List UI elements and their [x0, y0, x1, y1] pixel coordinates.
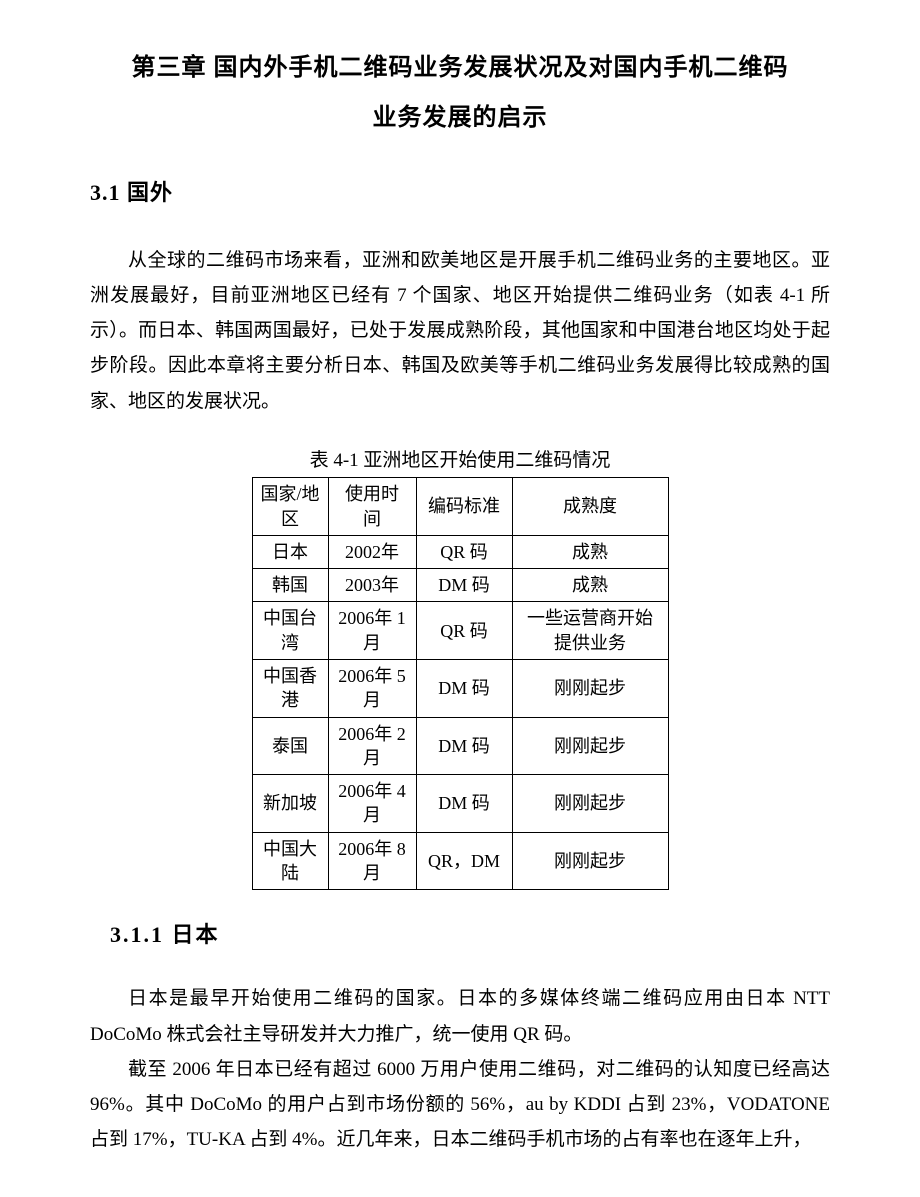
cell-region: 泰国: [252, 717, 328, 775]
section-3-1-1-body: 日本是最早开始使用二维码的国家。日本的多媒体终端二维码应用由日本 NTT DoC…: [90, 981, 830, 1157]
section-3-1-body: 从全球的二维码市场来看，亚洲和欧美地区是开展手机二维码业务的主要地区。亚洲发展最…: [90, 243, 830, 419]
cell-region: 日本: [252, 535, 328, 568]
section-3-1-1-para1: 日本是最早开始使用二维码的国家。日本的多媒体终端二维码应用由日本 NTT DoC…: [90, 981, 830, 1051]
cell-region: 中国大陆: [252, 832, 328, 890]
cell-code: QR 码: [416, 602, 512, 660]
table-row: 泰国 2006年 2 月 DM 码 刚刚起步: [252, 717, 668, 775]
cell-maturity: 一些运营商开始提供业务: [512, 602, 668, 660]
cell-code: QR 码: [416, 535, 512, 568]
col-header-time: 使用时间: [328, 478, 416, 536]
cell-region: 新加坡: [252, 775, 328, 833]
cell-region: 中国香港: [252, 659, 328, 717]
cell-maturity: 成熟: [512, 569, 668, 602]
table-4-1: 国家/地区 使用时间 编码标准 成熟度 日本 2002年 QR 码 成熟 韩国 …: [252, 477, 669, 890]
cell-time: 2002年: [328, 535, 416, 568]
table-row: 新加坡 2006年 4 月 DM 码 刚刚起步: [252, 775, 668, 833]
cell-maturity: 刚刚起步: [512, 659, 668, 717]
col-header-region: 国家/地区: [252, 478, 328, 536]
col-header-code: 编码标准: [416, 478, 512, 536]
cell-maturity: 成熟: [512, 535, 668, 568]
table-row: 中国台湾 2006年 1 月 QR 码 一些运营商开始提供业务: [252, 602, 668, 660]
table-row: 日本 2002年 QR 码 成熟: [252, 535, 668, 568]
cell-code: DM 码: [416, 775, 512, 833]
section-3-1-1-para2: 截至 2006 年日本已经有超过 6000 万用户使用二维码，对二维码的认知度已…: [90, 1052, 830, 1157]
cell-maturity: 刚刚起步: [512, 717, 668, 775]
cell-code: QR，DM: [416, 832, 512, 890]
cell-time: 2006年 2 月: [328, 717, 416, 775]
chapter-title-line2: 业务发展的启示: [90, 100, 830, 136]
cell-code: DM 码: [416, 659, 512, 717]
cell-time: 2006年 5 月: [328, 659, 416, 717]
cell-time: 2006年 8 月: [328, 832, 416, 890]
chapter-title-line1: 第三章 国内外手机二维码业务发展状况及对国内手机二维码: [90, 50, 830, 86]
table-row: 韩国 2003年 DM 码 成熟: [252, 569, 668, 602]
cell-time: 2006年 1 月: [328, 602, 416, 660]
cell-region: 中国台湾: [252, 602, 328, 660]
section-3-1-1-heading: 3.1.1 日本: [90, 918, 830, 951]
cell-maturity: 刚刚起步: [512, 832, 668, 890]
cell-time: 2003年: [328, 569, 416, 602]
section-3-1-heading: 3.1 国外: [90, 176, 830, 209]
section-3-1-para1: 从全球的二维码市场来看，亚洲和欧美地区是开展手机二维码业务的主要地区。亚洲发展最…: [90, 243, 830, 419]
table-row: 中国大陆 2006年 8 月 QR，DM 刚刚起步: [252, 832, 668, 890]
cell-time: 2006年 4 月: [328, 775, 416, 833]
table-header-row: 国家/地区 使用时间 编码标准 成熟度: [252, 478, 668, 536]
cell-region: 韩国: [252, 569, 328, 602]
table-4-1-caption: 表 4-1 亚洲地区开始使用二维码情况: [90, 447, 830, 476]
cell-code: DM 码: [416, 569, 512, 602]
cell-maturity: 刚刚起步: [512, 775, 668, 833]
cell-code: DM 码: [416, 717, 512, 775]
col-header-maturity: 成熟度: [512, 478, 668, 536]
table-row: 中国香港 2006年 5 月 DM 码 刚刚起步: [252, 659, 668, 717]
